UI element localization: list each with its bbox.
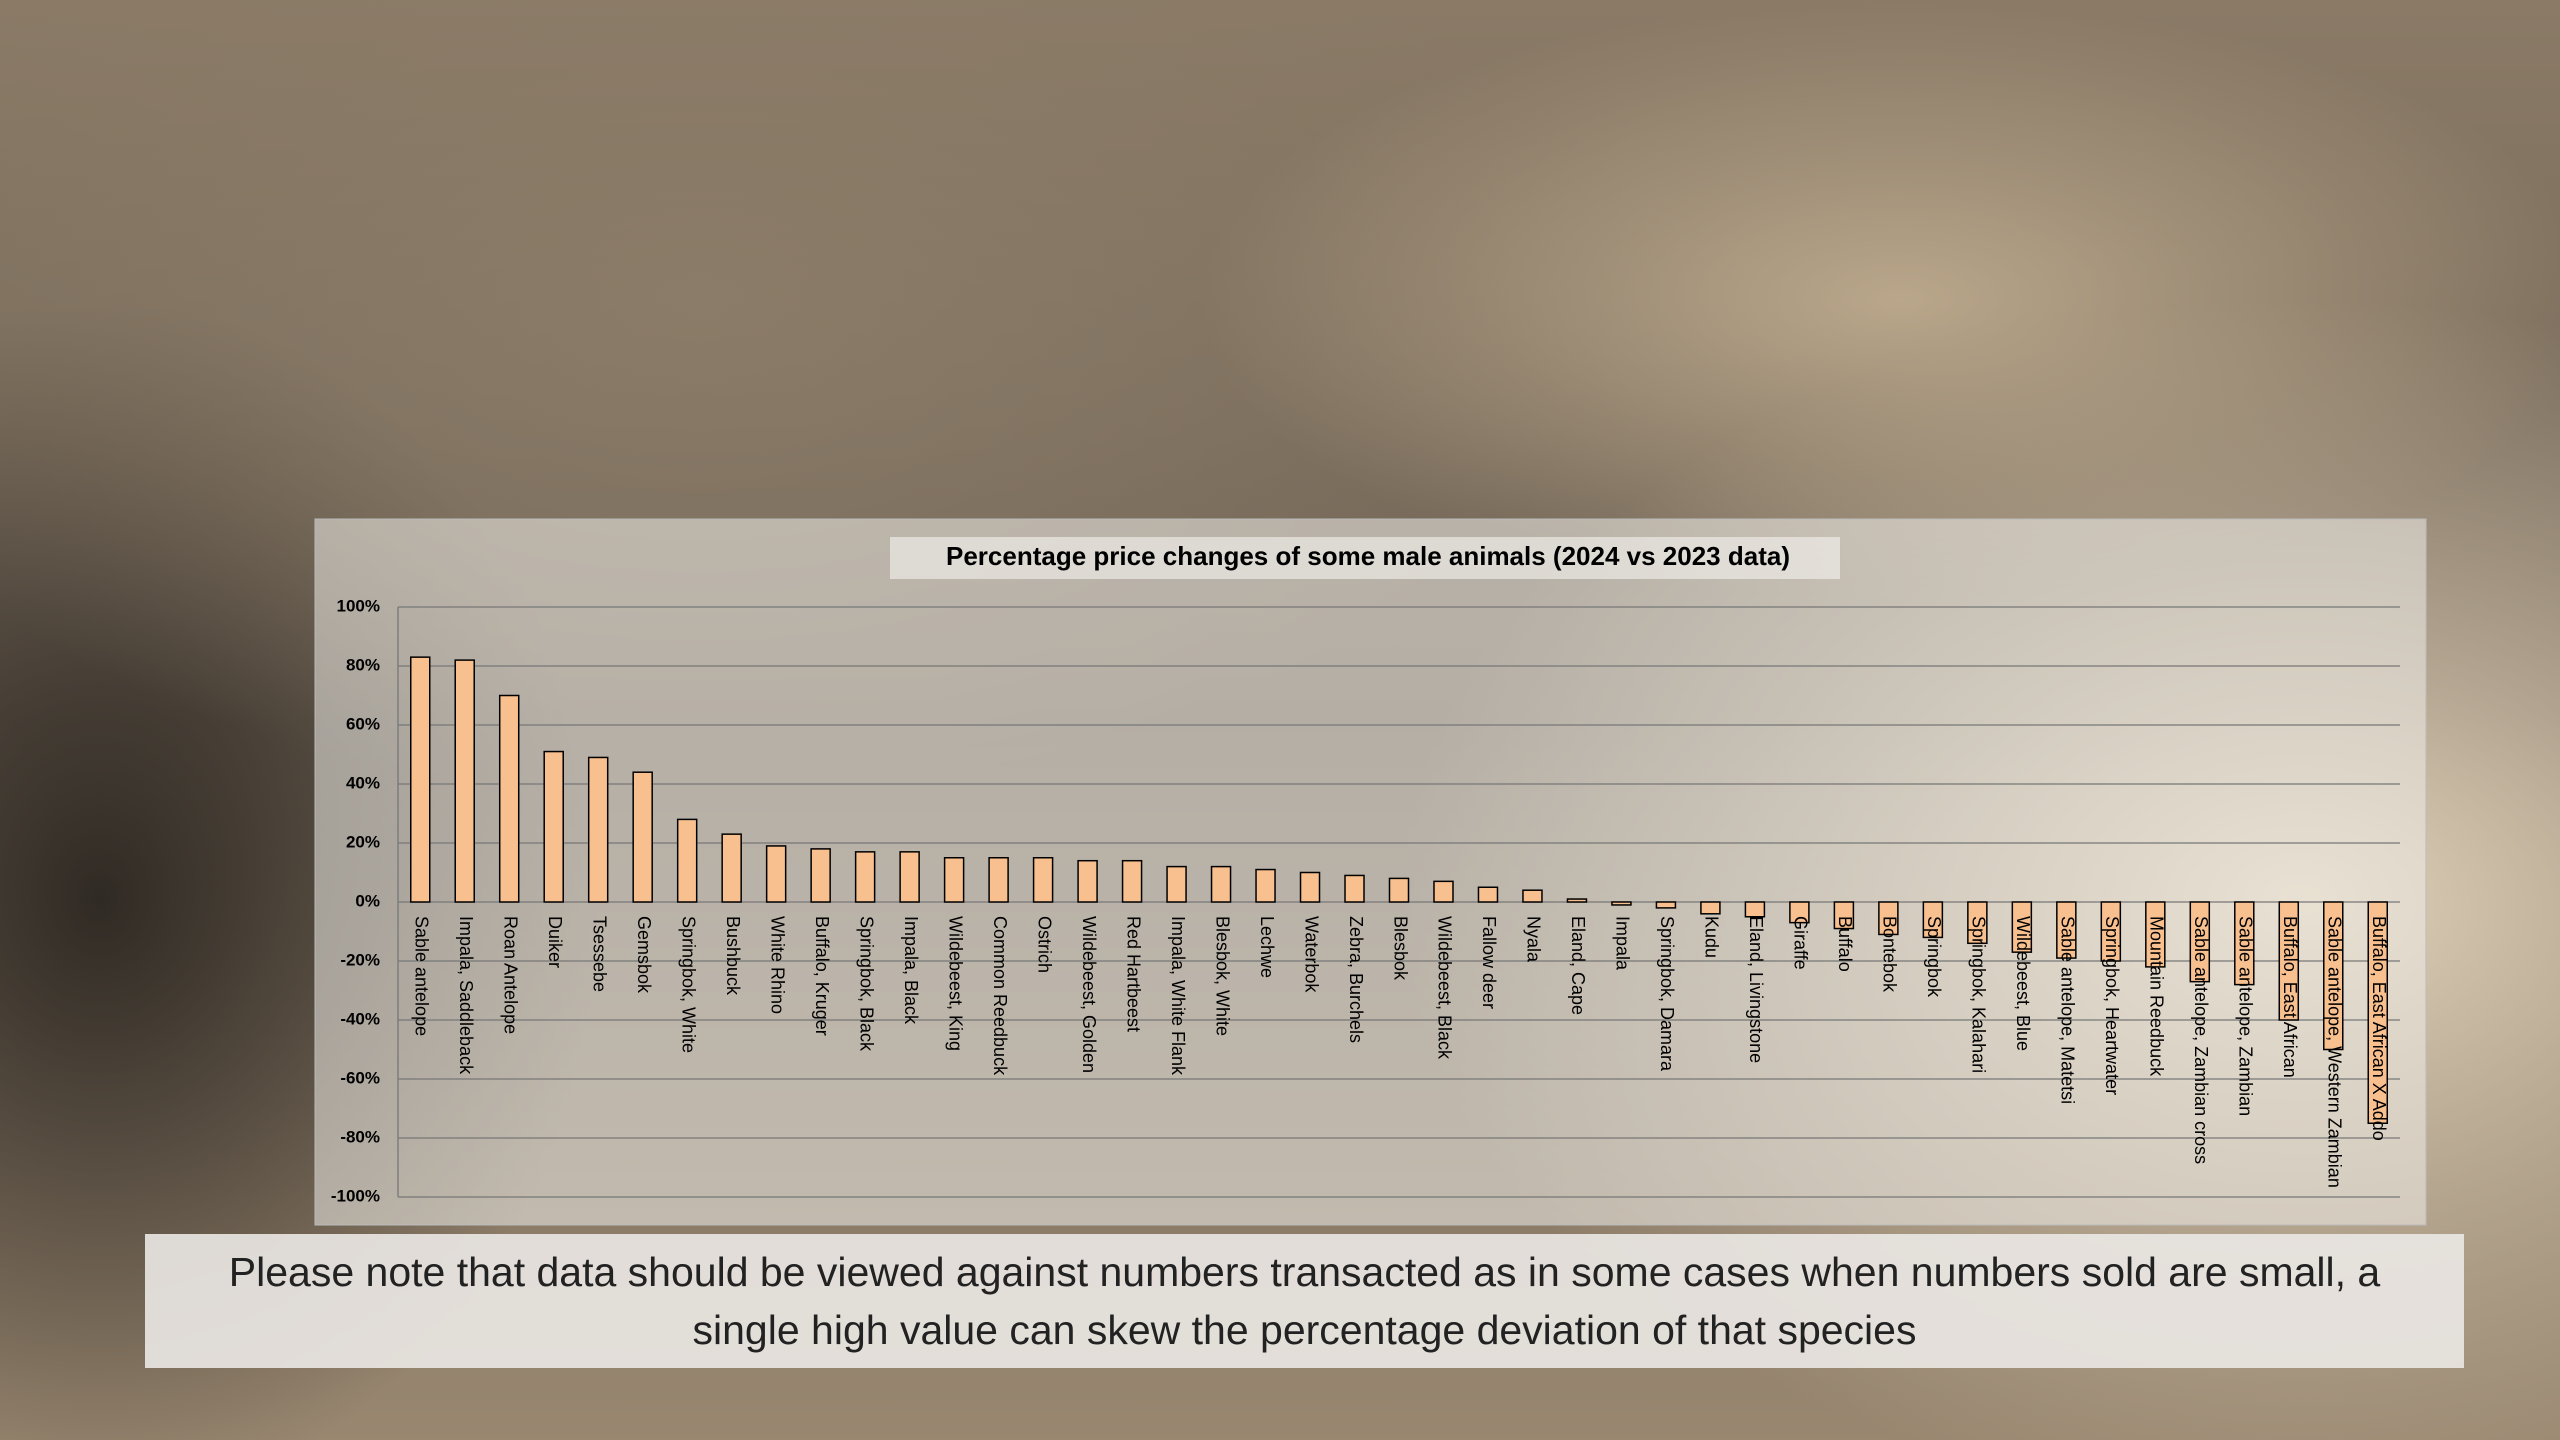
bar	[411, 657, 430, 902]
x-tick-label: Fallow deer	[1479, 916, 1499, 1009]
y-tick-label: 20%	[346, 832, 380, 851]
bar	[1701, 902, 1720, 914]
bar	[1123, 861, 1142, 902]
bar	[722, 834, 741, 902]
x-tick-label: Impala, White Flank	[1168, 916, 1188, 1076]
bar	[1567, 899, 1586, 902]
bar	[678, 819, 697, 902]
bar	[1745, 902, 1764, 917]
note: Please note that data should be viewed a…	[145, 1234, 2464, 1368]
bar	[767, 846, 786, 902]
x-tick-label: Eland, Livingstone	[1746, 916, 1766, 1063]
bar	[1656, 902, 1675, 908]
x-tick-label: Bontebok	[1880, 916, 1900, 993]
bar	[1167, 867, 1186, 902]
x-tick-label: Wildebeest, Golden	[1079, 916, 1099, 1073]
x-tick-label: Waterbok	[1301, 916, 1321, 993]
chart-panel	[315, 519, 2426, 1225]
x-tick-label: Springbok, Kalahari	[1969, 916, 1989, 1073]
bar	[1301, 873, 1320, 903]
bar	[989, 858, 1008, 902]
x-tick-label: Sable antelope, Zambian	[2236, 916, 2256, 1116]
x-tick-label: Mountain Reedbuck	[2147, 916, 2167, 1077]
x-tick-label: Sable antelope, Matetsi	[2058, 916, 2078, 1104]
x-tick-label: Springbok, Damara	[1657, 916, 1677, 1072]
y-tick-label: -80%	[340, 1127, 380, 1146]
bar	[1256, 870, 1275, 902]
x-tick-label: Common Reedbuck	[990, 916, 1010, 1076]
x-tick-label: Wildebeest, Black	[1435, 916, 1455, 1060]
x-tick-label: Buffalo	[1835, 916, 1855, 972]
bar	[945, 858, 964, 902]
x-tick-label: Nyala	[1524, 916, 1544, 963]
bar	[1434, 881, 1453, 902]
bar	[1034, 858, 1053, 902]
x-tick-label: Wildebeest, King	[945, 916, 965, 1051]
y-tick-label: -40%	[340, 1009, 380, 1028]
x-tick-label: Kudu	[1702, 916, 1722, 958]
x-tick-label: Lechwe	[1257, 916, 1277, 978]
y-tick-label: 100%	[337, 596, 380, 615]
x-tick-label: Buffalo, Kruger	[812, 916, 832, 1036]
bar	[455, 660, 474, 902]
bar	[589, 757, 608, 902]
bar	[1612, 902, 1631, 905]
chart: Percentage price changes of some male an…	[0, 0, 2560, 1440]
x-tick-label: Springbok, Heartwater	[2102, 916, 2122, 1095]
x-tick-label: Impala, Saddleback	[456, 916, 476, 1075]
y-tick-label: 60%	[346, 714, 380, 733]
x-tick-label: Tsessebe	[589, 916, 609, 992]
y-tick-label: -60%	[340, 1068, 380, 1087]
x-tick-label: Buffalo, East African X Addo	[2369, 916, 2389, 1141]
x-tick-label: Springbok, Black	[856, 916, 876, 1052]
page: Percentage price changes of some male an…	[0, 0, 2560, 1440]
x-tick-label: Impala	[1613, 916, 1633, 971]
y-tick-label: 80%	[346, 655, 380, 674]
y-tick-label: 0%	[355, 891, 380, 910]
x-tick-label: White Rhino	[767, 916, 787, 1014]
bar	[1078, 861, 1097, 902]
chart-title: Percentage price changes of some male an…	[946, 541, 1790, 571]
x-tick-label: Sable antelope, Western Zambian	[2325, 916, 2345, 1188]
x-tick-label: Sable antelope	[411, 916, 431, 1036]
bar	[811, 849, 830, 902]
bar	[1478, 887, 1497, 902]
bar	[1390, 878, 1409, 902]
x-tick-label: Giraffe	[1791, 916, 1811, 970]
x-tick-label: Eland, Cape	[1568, 916, 1588, 1015]
y-tick-label: -100%	[331, 1186, 380, 1205]
x-tick-label: Blesbok, White	[1212, 916, 1232, 1036]
bar	[544, 752, 563, 902]
y-tick-label: -20%	[340, 950, 380, 969]
bar	[900, 852, 919, 902]
bar	[633, 772, 652, 902]
y-tick-label: 40%	[346, 773, 380, 792]
x-tick-label: Red Hartbeest	[1123, 916, 1143, 1032]
x-tick-label: Buffalo, East African	[2280, 916, 2300, 1078]
x-tick-label: Zebra, Burchels	[1346, 916, 1366, 1043]
bar	[1523, 890, 1542, 902]
x-tick-label: Blesbok	[1390, 916, 1410, 981]
bar	[1212, 867, 1231, 902]
x-tick-label: Gemsbok	[634, 916, 654, 994]
x-tick-label: Bushbuck	[723, 916, 743, 996]
bar	[500, 696, 519, 903]
bar	[856, 852, 875, 902]
x-tick-label: Ostrich	[1034, 916, 1054, 973]
x-tick-label: Duiker	[545, 916, 565, 968]
x-tick-label: Sable antelope, Zambian cross	[2191, 916, 2211, 1164]
x-tick-label: Springbok	[1924, 916, 1944, 998]
bar	[1345, 875, 1364, 902]
x-tick-label: Wildebeest, Blue	[2013, 916, 2033, 1051]
x-tick-label: Impala, Black	[901, 916, 921, 1025]
x-tick-label: Roan Antelope	[500, 916, 520, 1034]
x-tick-label: Springbok, White	[678, 916, 698, 1053]
